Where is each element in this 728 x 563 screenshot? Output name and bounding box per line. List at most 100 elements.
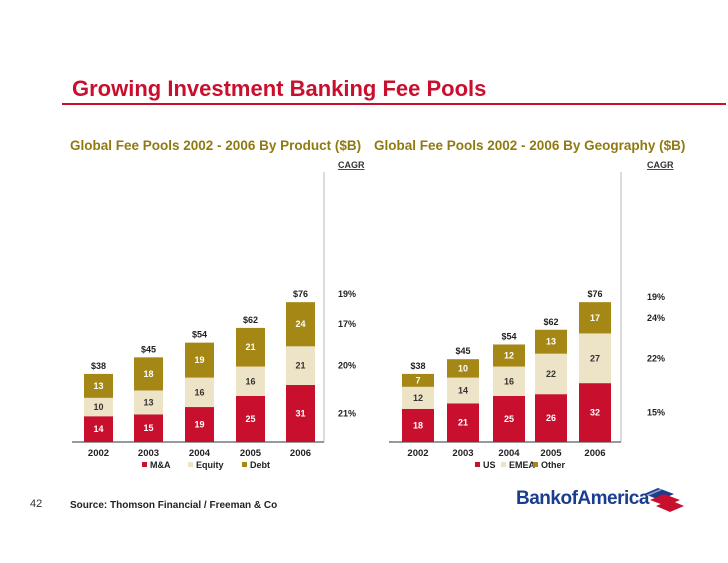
data-label: 14: [93, 424, 103, 434]
bar-segment-ma: [84, 416, 113, 442]
x-tick-label: 2004: [189, 448, 211, 459]
legend-label: EMEA: [509, 460, 536, 470]
total-label: $45: [455, 346, 470, 356]
bar-segment-equity: [236, 366, 265, 396]
legend-label: M&A: [150, 460, 171, 470]
data-label: 14: [458, 385, 468, 395]
legend-swatch: [242, 462, 247, 467]
bar-segment-debt: [286, 302, 315, 347]
cagr-value: 22%: [647, 353, 665, 363]
x-tick-label: 2002: [88, 448, 109, 459]
data-label: 10: [93, 402, 103, 412]
cagr-value: 20%: [338, 361, 356, 371]
bar-segment-debt: [185, 342, 214, 378]
bar-segment-ma: [185, 407, 214, 442]
bar-segment-other: [402, 373, 434, 387]
cagr-value: 24%: [647, 313, 665, 323]
bar-segment-other: [493, 344, 525, 367]
bar-segment-equity: [185, 377, 214, 408]
bar-segment-us: [579, 383, 611, 442]
total-label: $38: [410, 361, 425, 371]
source-note: Source: Thomson Financial / Freeman & Co: [70, 500, 278, 511]
legend-swatch: [142, 462, 147, 467]
logo-wordmark: BankofAmerica: [516, 488, 649, 509]
x-tick-label: 2006: [290, 448, 311, 459]
page-number: 42: [30, 498, 43, 510]
bar-segment-us: [535, 394, 567, 442]
total-label: $62: [243, 315, 258, 325]
data-label: 32: [590, 408, 600, 418]
data-label: 13: [546, 337, 556, 347]
x-tick-label: 2006: [584, 448, 605, 459]
bar-segment-equity: [134, 390, 163, 415]
bar-segment-ma: [134, 414, 163, 442]
data-label: 13: [93, 381, 103, 391]
data-label: 25: [245, 414, 255, 424]
total-label: $76: [587, 289, 602, 299]
bar-segment-equity: [84, 397, 113, 417]
geography-fee-pool-chart: CAGR 18 12 7 $38 2002 21 14 10 $45 2003 25 16 12 $54 20…: [389, 160, 674, 470]
bar-segment-ma: [286, 384, 315, 442]
data-label: 26: [546, 413, 556, 423]
data-label: 19: [194, 355, 204, 365]
data-label: 31: [295, 408, 305, 418]
cagr-total: 19%: [338, 289, 356, 299]
bar-segment-equity: [286, 346, 315, 385]
cagr-header: CAGR: [338, 160, 365, 170]
data-label: 16: [194, 387, 204, 397]
bar-segment-other: [579, 302, 611, 334]
x-tick-label: 2003: [138, 448, 159, 459]
bar-segment-ma: [236, 396, 265, 442]
data-label: 24: [295, 319, 305, 329]
x-tick-label: 2005: [240, 448, 262, 459]
legend-label: Debt: [250, 460, 270, 470]
x-tick-label: 2003: [452, 448, 473, 459]
data-label: 16: [245, 376, 255, 386]
data-label: 15: [143, 423, 153, 433]
total-label: $62: [543, 317, 558, 327]
page-title: Growing Investment Banking Fee Pools: [72, 76, 487, 101]
total-label: $76: [293, 289, 308, 299]
data-label: 17: [590, 313, 600, 323]
data-label: 19: [194, 420, 204, 430]
cagr-value: 17%: [338, 319, 356, 329]
x-tick-label: 2002: [407, 448, 428, 459]
data-label: 10: [458, 363, 468, 373]
product-fee-pool-chart: CAGR 14 10 13 $38 2002 15 13 18 $45 2003 19 16 19 $54 2…: [72, 160, 365, 470]
bar-segment-emea: [402, 386, 434, 409]
data-label: 13: [143, 397, 153, 407]
bar-segment-emea: [579, 333, 611, 384]
legend-label: Equity: [196, 460, 224, 470]
total-label: $54: [501, 331, 516, 341]
cagr-header: CAGR: [647, 160, 674, 170]
data-label: 25: [504, 414, 514, 424]
bar-segment-other: [447, 359, 479, 378]
data-label: 12: [413, 393, 423, 403]
data-label: 22: [546, 369, 556, 379]
bar-segment-debt: [84, 373, 113, 398]
bar-segment-emea: [535, 353, 567, 395]
bar-segment-debt: [236, 327, 265, 367]
legend-swatch: [533, 462, 538, 467]
chart-title-geography: Global Fee Pools 2002 - 2006 By Geograph…: [374, 138, 686, 153]
data-label: 18: [143, 369, 153, 379]
bar-segment-us: [402, 408, 434, 442]
legend-swatch: [501, 462, 506, 467]
chart-title-product: Global Fee Pools 2002 - 2006 By Product …: [70, 138, 362, 153]
bar-segment-other: [535, 329, 567, 354]
bar-segment-emea: [447, 377, 479, 404]
bank-of-america-logo: BankofAmerica: [516, 484, 684, 514]
data-label: 18: [413, 420, 423, 430]
cagr-total: 19%: [647, 292, 665, 302]
data-label: 27: [590, 353, 600, 363]
legend-label: US: [483, 460, 496, 470]
x-tick-label: 2004: [498, 448, 520, 459]
data-label: 21: [295, 361, 305, 371]
data-label: 7: [415, 375, 420, 385]
total-label: $38: [91, 361, 106, 371]
bar-segment-emea: [493, 366, 525, 396]
data-label: 21: [245, 342, 255, 352]
legend-label: Other: [541, 460, 566, 470]
x-tick-label: 2005: [540, 448, 562, 459]
title-divider: [62, 103, 726, 105]
